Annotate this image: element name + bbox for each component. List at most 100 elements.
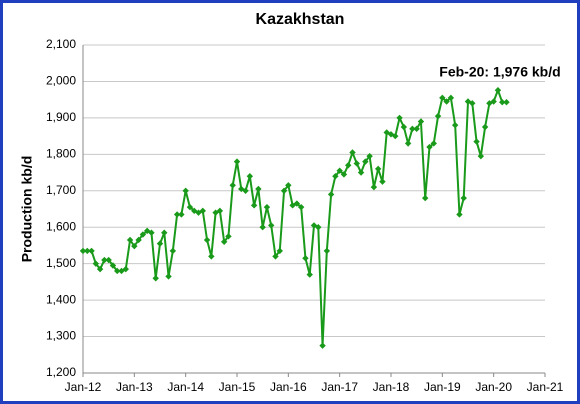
- data-point: [340, 171, 348, 178]
- x-tick-label: Jan-21: [527, 380, 564, 394]
- x-tick-label: Jan-12: [65, 380, 102, 394]
- data-point: [79, 247, 87, 255]
- data-point: [109, 262, 117, 269]
- data-point: [349, 149, 356, 156]
- data-point: [456, 211, 463, 218]
- data-point: [439, 94, 446, 102]
- data-point: [255, 185, 262, 193]
- data-point: [409, 125, 416, 133]
- data-point: [220, 238, 228, 245]
- data-point: [357, 169, 365, 176]
- data-point: [434, 112, 442, 120]
- x-tick-label: Jan-20: [475, 380, 512, 394]
- data-point: [366, 152, 373, 160]
- data-point: [451, 121, 459, 129]
- data-point: [315, 224, 322, 231]
- data-point: [135, 236, 142, 244]
- data-point: [250, 202, 258, 209]
- x-tick-label: Jan-14: [167, 380, 204, 394]
- x-tick-label: Jan-16: [270, 380, 307, 394]
- data-point: [362, 158, 369, 165]
- data-point: [242, 187, 249, 194]
- data-point: [332, 173, 339, 180]
- data-point: [268, 222, 275, 229]
- data-point: [323, 247, 331, 255]
- data-point: [88, 247, 95, 255]
- data-point: [469, 100, 476, 107]
- x-tick-label: Jan-17: [321, 380, 358, 394]
- data-point: [353, 160, 360, 167]
- data-point: [430, 140, 437, 147]
- y-tick-label: 2,100: [46, 37, 76, 51]
- data-point: [263, 203, 271, 211]
- data-point: [426, 143, 433, 151]
- data-point: [84, 247, 91, 255]
- data-point: [280, 187, 288, 194]
- data-point: [92, 260, 100, 267]
- y-tick-label: 1,400: [46, 292, 76, 306]
- data-point: [503, 99, 510, 106]
- x-tick-label: Jan-15: [219, 380, 256, 394]
- data-point: [259, 224, 266, 231]
- data-point: [422, 194, 429, 202]
- x-tick-label: Jan-13: [116, 380, 153, 394]
- data-point: [229, 182, 236, 189]
- data-point: [374, 165, 382, 173]
- data-point: [302, 255, 309, 262]
- y-tick-label: 1,300: [46, 329, 76, 343]
- data-point: [122, 265, 129, 273]
- y-tick-label: 1,500: [46, 256, 76, 270]
- data-point: [101, 256, 108, 264]
- data-point: [131, 242, 138, 250]
- chart-title: Kazakhstan: [256, 11, 345, 28]
- data-point: [285, 182, 292, 189]
- data-point: [490, 98, 497, 105]
- data-point: [173, 211, 181, 218]
- data-point: [319, 342, 326, 349]
- data-point: [417, 118, 425, 125]
- data-point: [392, 132, 399, 140]
- data-point: [203, 236, 211, 244]
- data-point: [169, 247, 177, 255]
- y-tick-label: 1,600: [46, 219, 76, 233]
- data-point: [379, 178, 386, 185]
- data-point: [216, 207, 224, 215]
- data-point: [345, 162, 352, 169]
- data-point: [148, 229, 155, 236]
- data-point: [460, 194, 467, 202]
- x-tick-label: Jan-18: [373, 380, 410, 394]
- y-tick-label: 2,000: [46, 74, 76, 88]
- y-tick-label: 1,800: [46, 147, 76, 161]
- annotation: Feb-20: 1,976 kb/d: [439, 64, 560, 80]
- data-point: [447, 94, 455, 102]
- data-point: [336, 167, 343, 174]
- data-point: [105, 256, 112, 264]
- data-point: [481, 123, 489, 131]
- y-tick-label: 1,700: [46, 183, 76, 197]
- data-point: [499, 99, 506, 106]
- data-point: [114, 267, 121, 275]
- data-point: [272, 253, 279, 260]
- data-point: [370, 183, 378, 191]
- data-point: [96, 265, 104, 273]
- data-point: [477, 152, 485, 160]
- data-point: [443, 98, 450, 105]
- data-point: [208, 253, 215, 260]
- data-point: [396, 114, 403, 122]
- data-point: [126, 236, 134, 244]
- data-point: [400, 123, 408, 131]
- data-point: [473, 138, 480, 145]
- data-point: [139, 231, 147, 238]
- data-point: [161, 229, 168, 236]
- data-point: [293, 200, 301, 207]
- data-point: [152, 275, 159, 282]
- data-point: [306, 271, 313, 278]
- data-point: [327, 191, 335, 198]
- data-point: [178, 211, 185, 218]
- data-point: [186, 203, 194, 211]
- y-tick-label: 1,200: [46, 365, 76, 379]
- data-point: [404, 140, 412, 147]
- x-tick-label: Jan-19: [424, 380, 461, 394]
- data-point: [297, 203, 305, 211]
